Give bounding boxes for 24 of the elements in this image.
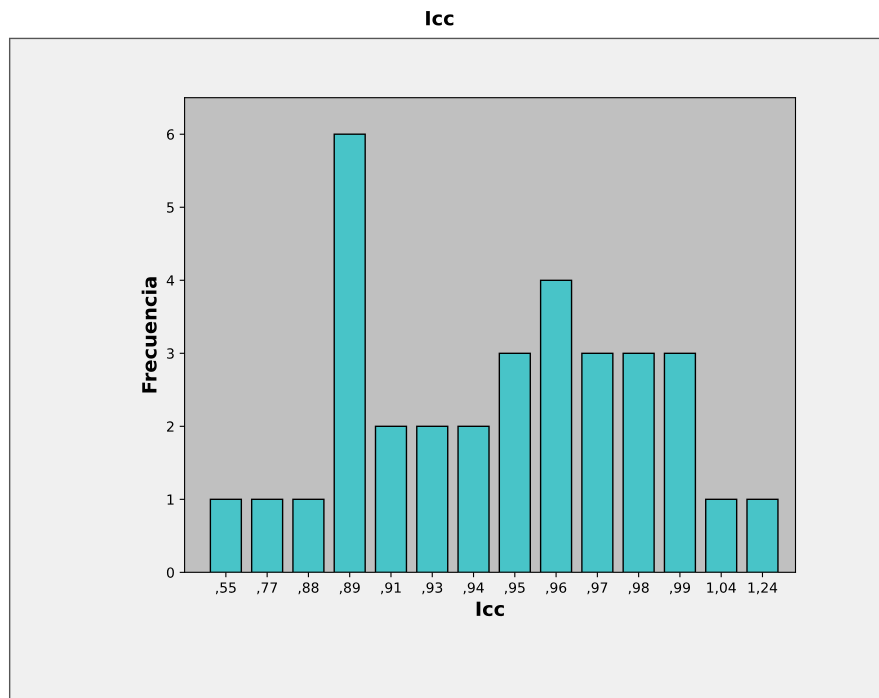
y-tick-label: 6 xyxy=(167,129,174,140)
x-tick-label: ,95 xyxy=(504,582,525,594)
y-axis-title: Frecuencia xyxy=(142,277,157,393)
y-tick-label: 0 xyxy=(166,567,174,578)
x-tick-label: ,94 xyxy=(464,582,484,594)
x-tick-label: ,88 xyxy=(298,582,319,594)
x-tick-label: ,77 xyxy=(257,582,277,594)
x-tick-label: ,89 xyxy=(340,582,360,594)
y-tick-label: 4 xyxy=(166,275,174,286)
y-tick-label: 5 xyxy=(167,202,174,213)
y-tick-label: 2 xyxy=(167,421,174,432)
x-tick-label: ,98 xyxy=(628,582,649,594)
x-tick-label: ,55 xyxy=(216,582,236,594)
x-tick-label: ,96 xyxy=(546,582,566,594)
x-tick-label: ,93 xyxy=(422,582,442,594)
x-tick-label: ,97 xyxy=(587,582,608,594)
chart-title: Icc xyxy=(426,11,454,26)
x-tick-label: ,91 xyxy=(381,582,401,594)
x-tick-label: ,99 xyxy=(670,582,690,594)
x-tick-label: 1,04 xyxy=(707,582,736,594)
y-tick-label: 3 xyxy=(167,348,174,359)
x-axis-title: Icc xyxy=(476,602,504,616)
y-tick-label: 1 xyxy=(168,494,174,505)
x-tick-label: 1,24 xyxy=(748,582,778,594)
